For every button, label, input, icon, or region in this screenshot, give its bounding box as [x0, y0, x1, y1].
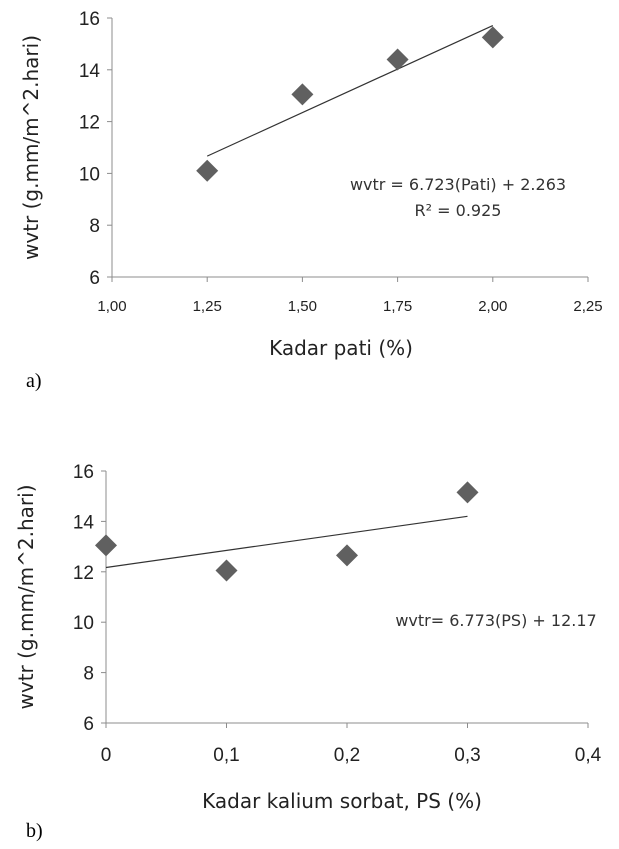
x-tick-label: 0,3	[454, 745, 480, 766]
x-tick-label: 0,4	[575, 745, 602, 766]
y-tick-label: 12	[73, 563, 94, 584]
panel-label-b: b)	[26, 820, 43, 842]
y-tick-label: 10	[79, 164, 100, 185]
data-point-marker	[95, 534, 117, 557]
y-tick-label: 6	[83, 714, 94, 735]
x-tick-label: 0,1	[213, 745, 239, 766]
data-point-marker	[481, 26, 504, 49]
trendline	[206, 24, 494, 157]
chart-panel-b: 6 8 10 12 14 16 0 0,1 0,2 0,3 0,4 wvtr (g.mm/m^2.ha…	[0, 440, 619, 849]
trendline	[105, 515, 468, 569]
panel-label-a: a)	[26, 370, 42, 392]
x-axis-title: Kadar pati (%)	[269, 336, 413, 360]
y-tick-label: 8	[83, 664, 94, 685]
data-point-marker	[336, 544, 358, 567]
x-tick-label: 1,50	[288, 298, 317, 315]
regression-equation-line: wvtr= 6.773(PS) + 12.17	[395, 611, 596, 630]
x-tick-label: 1,75	[383, 298, 412, 315]
y-tick-label: 14	[73, 512, 95, 533]
y-axis-title: wvtr (g.mm/m^2.hari)	[19, 35, 43, 260]
data-point-marker	[456, 481, 479, 504]
x-tick-label: 2,25	[573, 298, 602, 315]
x-tick-label: 1,25	[193, 298, 222, 315]
data-point-marker	[291, 83, 314, 106]
y-tick-label: 6	[89, 268, 100, 289]
y-tick-label: 16	[73, 462, 94, 483]
chart-panel-a: 6 8 10 12 14 16 1,00 1,25 1,50 1,75 2,00 2,25 wvtr (…	[0, 0, 619, 420]
y-tick-label: 12	[79, 113, 100, 134]
data-point-marker	[215, 559, 238, 582]
y-tick-label: 10	[73, 613, 94, 634]
x-axis-title: Kadar kalium sorbat, PS (%)	[202, 789, 482, 813]
x-tick-label: 0,2	[334, 745, 360, 766]
chart-b-svg: 6 8 10 12 14 16 0 0,1 0,2 0,3 0,4 wvtr (g.mm/m^2.ha…	[14, 462, 602, 813]
y-tick-label: 8	[89, 216, 100, 237]
regression-equation-line: R² = 0.925	[415, 201, 502, 220]
data-point-marker	[196, 159, 219, 182]
x-tick-label: 2,00	[478, 298, 507, 315]
y-tick-label: 14	[79, 61, 101, 82]
x-tick-label: 0	[101, 745, 112, 766]
chart-a-svg: 6 8 10 12 14 16 1,00 1,25 1,50 1,75 2,00 2,25 wvtr (…	[19, 9, 603, 360]
y-axis-title: wvtr (g.mm/m^2.hari)	[14, 484, 38, 709]
y-tick-label: 16	[79, 9, 100, 30]
data-point-marker	[386, 48, 409, 71]
regression-equation-line: wvtr = 6.723(Pati) + 2.263	[350, 175, 566, 194]
x-tick-label: 1,00	[97, 298, 126, 315]
